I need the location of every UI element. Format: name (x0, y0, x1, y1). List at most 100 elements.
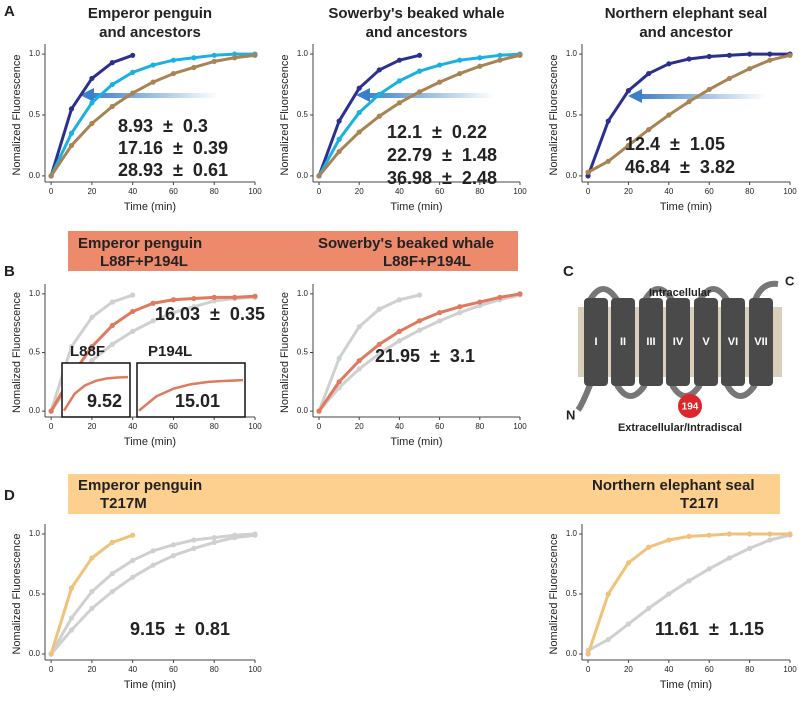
data-point (517, 52, 523, 58)
data-point (605, 591, 611, 597)
data-point (109, 81, 115, 88)
data-point (396, 100, 403, 106)
data-point (170, 310, 177, 316)
site-label: 194 (682, 402, 699, 413)
data-point (48, 408, 54, 414)
y-axis-title: Nomalized Fluorescence (279, 54, 291, 175)
x-tick-label: 100 (513, 422, 527, 431)
data-point (130, 532, 136, 538)
data-point (396, 328, 403, 334)
chart-title: Sowerby's beaked whale (328, 5, 504, 22)
chart-title: Emperor penguin (88, 5, 212, 22)
data-point (109, 299, 115, 305)
data-point (726, 531, 733, 537)
x-tick-label: 80 (210, 187, 219, 196)
data-point (686, 533, 692, 540)
data-point (191, 537, 197, 543)
data-point (376, 351, 382, 357)
data-point (646, 544, 652, 550)
terminus-label: N (566, 407, 575, 422)
data-point (376, 341, 382, 347)
helix-label: IV (673, 336, 684, 348)
y-tick-label: 1.0 (29, 289, 41, 298)
x-tick-label: 40 (664, 187, 673, 196)
x-axis-title: Time (min) (660, 201, 712, 213)
data-point (706, 53, 712, 60)
data-point (68, 344, 75, 350)
helix-label: VII (754, 336, 767, 348)
series-line (138, 378, 244, 412)
banner-text: Northern elephant seal (592, 477, 755, 494)
banner-text: L88F+P194L (383, 253, 471, 270)
x-tick-label: 60 (169, 665, 178, 674)
annotation: 28.93 ± 0.61 (118, 160, 228, 180)
data-point (356, 324, 362, 330)
annotation: 22.79 ± 1.48 (387, 145, 497, 165)
series-line (62, 375, 129, 412)
data-point (497, 294, 503, 300)
data-point (666, 61, 672, 67)
data-point (767, 57, 773, 63)
x-tick-label: 80 (210, 422, 219, 431)
data-point (211, 52, 217, 58)
x-tick-label: 60 (435, 422, 444, 431)
arrows (80, 88, 766, 103)
y-tick-label: 0.0 (566, 171, 578, 180)
data-point (356, 109, 362, 116)
data-point (497, 57, 503, 63)
x-axis-title: Time (min) (124, 201, 176, 213)
data-point (150, 562, 156, 568)
data-point (457, 304, 463, 310)
data-point (747, 66, 753, 72)
data-point (585, 651, 591, 657)
x-tick-label: 100 (248, 187, 262, 196)
data-point (109, 539, 115, 546)
banner (68, 474, 780, 514)
data-point (686, 99, 692, 105)
data-point (787, 52, 793, 58)
data-point (477, 55, 483, 61)
data-point (457, 310, 463, 316)
x-tick-label: 0 (317, 422, 322, 431)
annotation: 46.84 ± 3.82 (625, 157, 735, 177)
panel-label: B (4, 263, 15, 280)
series-line (317, 293, 420, 412)
y-tick-label: 0.5 (29, 589, 41, 598)
annotation: 12.1 ± 0.22 (387, 122, 487, 142)
banner-text: L88F+P194L (100, 253, 188, 270)
chart-title: and ancestors (99, 24, 201, 41)
annotation: 11.61 ± 1.15 (655, 619, 764, 639)
x-tick-label: 40 (128, 187, 137, 196)
data-point (605, 637, 611, 643)
data-point (356, 366, 362, 372)
data-point (170, 542, 177, 548)
data-point (726, 555, 733, 561)
x-tick-label: 0 (586, 187, 591, 196)
banner-text: Emperor penguin (78, 477, 202, 494)
data-point (646, 605, 652, 612)
helix-label: III (646, 336, 655, 348)
data-point (396, 78, 403, 84)
data-point (170, 70, 177, 77)
x-tick-label: 60 (435, 187, 444, 196)
data-point (605, 118, 611, 124)
data-point (68, 130, 75, 136)
y-tick-label: 0.5 (29, 348, 41, 357)
y-tick-label: 0.0 (29, 406, 41, 415)
data-point (457, 57, 463, 63)
y-axis-title: Nomalized Fluorescence (279, 292, 291, 413)
x-axis-title: Time (min) (124, 436, 176, 448)
data-point (625, 560, 632, 566)
data-point (191, 295, 197, 302)
data-point (726, 52, 733, 58)
inset-title: L88F (70, 343, 105, 360)
data-point (211, 294, 217, 300)
data-point (68, 615, 75, 621)
data-point (666, 112, 672, 118)
data-point (89, 344, 95, 350)
y-axis-title: Nomalized Fluorescence (11, 292, 23, 413)
data-point (170, 297, 177, 303)
data-point (585, 169, 591, 175)
data-point (396, 338, 403, 344)
